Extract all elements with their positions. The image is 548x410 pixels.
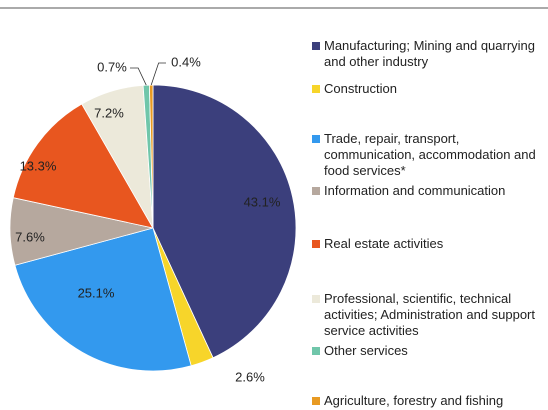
legend-swatch xyxy=(312,295,320,303)
legend-swatch xyxy=(312,187,320,195)
pie-slice xyxy=(152,84,297,359)
legend-swatch xyxy=(312,85,320,93)
pie-slice xyxy=(14,227,192,372)
pie-slice xyxy=(12,103,154,229)
legend-label: Other services xyxy=(324,343,408,358)
legend-item: Professional, scientific, technical acti… xyxy=(312,291,544,339)
data-label: 43.1% xyxy=(244,194,281,209)
data-label: 7.2% xyxy=(94,105,124,120)
legend-label: Real estate activities xyxy=(324,236,444,251)
legend-label: Agriculture, forestry and fishing xyxy=(324,393,504,408)
legend-item: Real estate activities xyxy=(312,236,544,252)
leader-line xyxy=(130,67,147,86)
legend-swatch xyxy=(312,240,320,248)
legend-item: Other services xyxy=(312,343,544,359)
data-label: 0.7% xyxy=(97,59,127,74)
legend-swatch xyxy=(312,42,320,50)
legend-label: Information and communication xyxy=(324,183,506,198)
legend-label: Trade, repair, transport, communication,… xyxy=(324,131,536,178)
legend-label: Construction xyxy=(324,81,397,96)
legend-swatch xyxy=(312,347,320,355)
legend-swatch xyxy=(312,135,320,143)
legend-swatch xyxy=(312,397,320,405)
data-label: 25.1% xyxy=(78,285,115,300)
legend-item: Agriculture, forestry and fishing xyxy=(312,393,544,409)
data-label: 0.4% xyxy=(171,54,201,69)
data-label: 7.6% xyxy=(15,229,45,244)
legend-item: Trade, repair, transport, communication,… xyxy=(312,131,544,179)
legend-label: Manufacturing; Mining and quarrying and … xyxy=(324,38,536,69)
leader-line xyxy=(150,62,166,86)
legend-label: Professional, scientific, technical acti… xyxy=(324,291,535,338)
pie-slice xyxy=(148,84,154,229)
data-label: 2.6% xyxy=(235,369,265,384)
legend-item: Manufacturing; Mining and quarrying and … xyxy=(312,38,544,70)
data-label: 13.3% xyxy=(20,158,57,173)
legend-item: Information and communication xyxy=(312,183,544,199)
legend-item: Construction xyxy=(312,81,544,97)
